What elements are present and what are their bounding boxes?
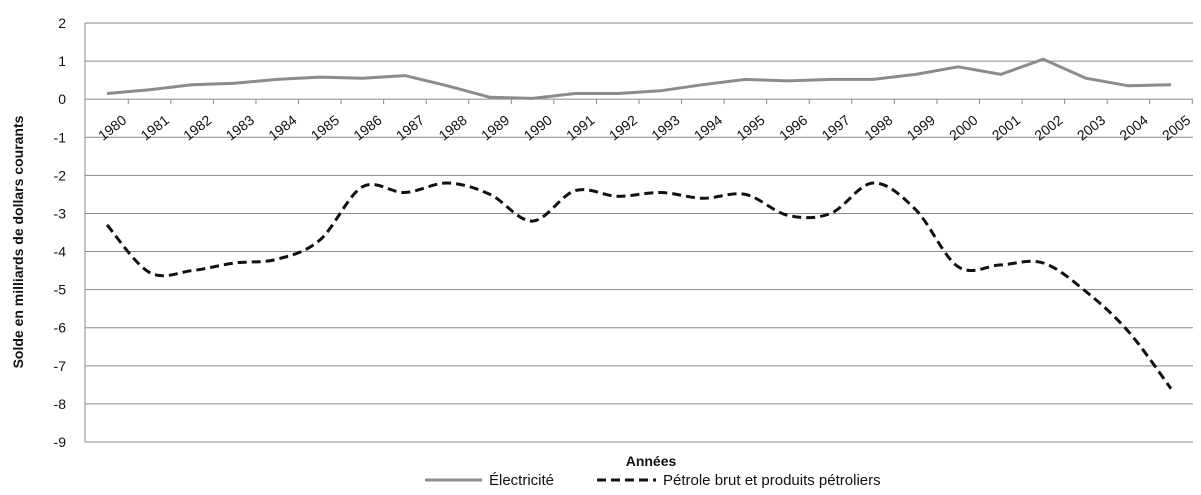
- x-tick-label: 2004: [1116, 112, 1151, 144]
- x-tick-label: 1993: [648, 112, 683, 144]
- x-tick-label: 1994: [691, 112, 726, 144]
- series-line-petrole: [105, 181, 1173, 390]
- x-tick-label: 1997: [819, 112, 854, 144]
- grid-lines: [84, 22, 1193, 443]
- x-axis-title: Années: [626, 453, 677, 469]
- y-tick-label: -9: [54, 434, 67, 450]
- x-tick-label: 1996: [776, 112, 811, 144]
- x-tick-label: 1991: [563, 112, 598, 144]
- x-tick-label: 1995: [733, 112, 768, 144]
- x-axis-ticks: 1980 1981 1982 1983 1984 1985 1986 1987 1988 1989…: [95, 112, 1194, 144]
- x-tick-label: 2003: [1074, 112, 1109, 144]
- y-tick-label: -5: [54, 282, 67, 298]
- legend-label: Électricité: [489, 472, 554, 489]
- x-tick-label: 1990: [521, 112, 556, 144]
- x-tick-label: 2002: [1031, 112, 1066, 144]
- y-tick-label: -2: [54, 167, 67, 183]
- x-tick-label: 1988: [435, 112, 470, 144]
- x-tick-label: 1980: [95, 112, 130, 144]
- x-tick-label: 2000: [946, 112, 981, 144]
- x-axis: [84, 98, 1193, 105]
- series-lines: [105, 57, 1173, 390]
- x-tick-label: 1984: [265, 112, 300, 144]
- series-line-electricite: [106, 57, 1172, 100]
- x-tick-label: 1987: [393, 112, 428, 144]
- x-tick-label: 2001: [989, 112, 1024, 144]
- y-tick-label: -6: [54, 320, 67, 336]
- y-axis-ticks: 2 1 0 -1 -2 -3 -4 -5 -6 -7 -8 -9: [54, 15, 67, 450]
- x-tick-label: 1982: [180, 112, 215, 144]
- y-tick-label: 0: [58, 91, 66, 107]
- x-tick-label: 1985: [308, 112, 343, 144]
- y-tick-label: 2: [58, 15, 66, 31]
- y-tick-label: -8: [54, 396, 67, 412]
- x-tick-label: 1998: [861, 112, 896, 144]
- x-tick-label: 1992: [606, 112, 641, 144]
- y-tick-label: -3: [54, 205, 67, 221]
- y-tick-label: -4: [54, 244, 67, 260]
- legend-label: Pétrole brut et produits pétroliers: [663, 472, 881, 489]
- x-tick-label: 1999: [904, 112, 939, 144]
- legend: Électricité Pétrole brut et produits pétr…: [425, 472, 881, 489]
- x-tick-label: 1989: [478, 112, 513, 144]
- y-tick-label: 1: [58, 53, 66, 69]
- y-tick-label: -7: [54, 358, 67, 374]
- x-tick-label: 1983: [223, 112, 258, 144]
- x-tick-label: 2005: [1159, 112, 1194, 144]
- x-tick-label: 1981: [138, 112, 173, 144]
- y-tick-label: -1: [54, 129, 67, 145]
- y-axis-title: Solde en milliards de dollars courants: [10, 115, 26, 368]
- x-tick-label: 1986: [350, 112, 385, 144]
